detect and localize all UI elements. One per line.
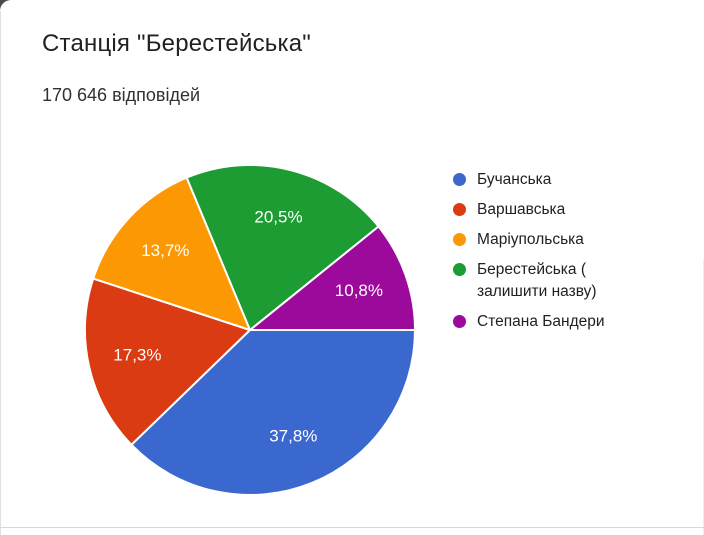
legend-item-3: Маріупольська — [453, 229, 693, 251]
responses-count: 170 646 відповідей — [42, 85, 201, 105]
pie-slice-5 — [249, 225, 416, 331]
legend-dot — [453, 315, 466, 328]
legend-dot — [453, 263, 466, 276]
legend-item-4: Берестейська (залишити назву) — [453, 259, 693, 303]
legend-label: Варшавська — [477, 201, 566, 218]
legend-dot — [453, 203, 466, 216]
screen-corner-artifact — [0, 0, 11, 11]
card-bottom-border — [0, 527, 704, 528]
pie-chart-svg: 37,8% 17,3% 13,7% 20,5% 10,8% — [84, 164, 416, 496]
pie-chart: 37,8% 17,3% 13,7% 20,5% 10,8% — [70, 150, 430, 510]
slice-percent-label: 13,7% — [141, 241, 189, 260]
legend-item-1: Бучанська — [453, 169, 693, 191]
legend-item-2: Варшавська — [453, 199, 693, 221]
slice-percent-label: 20,5% — [254, 208, 302, 227]
slice-percent-label: 17,3% — [113, 345, 161, 364]
legend-dot — [453, 233, 466, 246]
card-left-border — [0, 0, 1, 535]
legend-label: Бучанська — [477, 171, 552, 188]
pie-slice-3 — [92, 176, 251, 331]
legend-item-5: Степана Бандери — [453, 311, 693, 333]
pie-slice-1 — [130, 329, 416, 496]
legend-label: Маріупольська — [477, 231, 584, 248]
chart-legend: Бучанська Варшавська Маріупольська Берестей… — [453, 169, 693, 341]
slice-percent-label: 37,8% — [269, 427, 317, 446]
legend-dot — [453, 173, 466, 186]
pie-slice-2 — [84, 277, 251, 446]
slice-percent-label: 10,8% — [335, 281, 383, 300]
chart-title: Станція "Берестейська" — [42, 30, 311, 57]
pie-slice-4 — [185, 164, 380, 331]
legend-label: Степана Бандери — [477, 313, 605, 330]
legend-label: Берестейська (залишити назву) — [477, 261, 597, 300]
